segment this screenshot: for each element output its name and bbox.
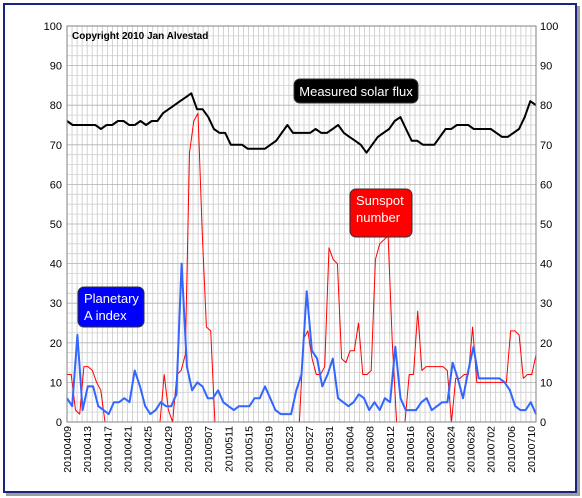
- x-tick-label: 20100604: [344, 426, 356, 473]
- y-tick-label-right: 60: [540, 179, 552, 191]
- planetary-a-index-label: Planetary A index: [84, 291, 139, 323]
- x-tick-label: 20100624: [445, 426, 457, 473]
- y-tick-label-left: 40: [50, 259, 62, 271]
- y-tick-label-left: 60: [50, 179, 62, 191]
- y-tick-label-left: 50: [50, 219, 62, 231]
- axes: 0 0 10 10 20 20 30 30 40 40 50 50 60 60 70 70 80 80 90 90 10…: [44, 21, 559, 473]
- x-tick-label: 20100409: [62, 426, 74, 473]
- x-tick-label: 20100413: [82, 426, 94, 473]
- x-tick-label: 20100511: [223, 426, 235, 472]
- x-tick-label: 20100616: [405, 426, 417, 473]
- chart-frame: [3, 3, 577, 493]
- y-tick-label-left: 0: [56, 417, 62, 429]
- y-tick-label-right: 10: [540, 377, 552, 389]
- x-tick-label: 20100608: [365, 426, 377, 473]
- y-tick-label-right: 20: [540, 338, 552, 350]
- x-tick-label: 20100507: [203, 426, 215, 473]
- y-tick-label-left: 80: [50, 100, 62, 112]
- x-tick-label: 20100421: [123, 426, 135, 473]
- y-tick-label-left: 10: [50, 377, 62, 389]
- annotations: Measured solar flux Sunspot number Planetar…: [77, 78, 419, 328]
- sunspot-number-label-box: [349, 188, 413, 238]
- measured-solar-flux-line: [66, 92, 537, 154]
- y-tick-label-right: 90: [540, 61, 552, 73]
- x-tick-label: 20100612: [385, 426, 397, 473]
- y-tick-label-left: 90: [50, 61, 62, 73]
- y-tick-label-right: 40: [540, 259, 552, 271]
- x-tick-label: 20100503: [183, 426, 195, 473]
- measured-solar-flux-label-box: [293, 78, 419, 104]
- planetary-a-index-line: [66, 262, 537, 416]
- planetary-a-index-label-box: [77, 286, 145, 328]
- y-tick-label-left: 20: [50, 338, 62, 350]
- y-tick-label-right: 100: [540, 21, 558, 33]
- x-tick-label: 20100706: [506, 426, 518, 473]
- y-tick-label-right: 30: [540, 298, 552, 310]
- sunspot-number-label: Sunspot number: [356, 193, 404, 225]
- x-tick-label: 20100710: [526, 426, 538, 473]
- x-tick-label: 20100429: [163, 426, 175, 473]
- x-tick-label: 20100620: [425, 426, 437, 473]
- x-tick-label: 20100519: [264, 426, 276, 473]
- y-tick-label-right: 70: [540, 140, 552, 152]
- x-tick-label: 20100425: [143, 426, 155, 473]
- y-tick-label-left: 70: [50, 140, 62, 152]
- y-tick-label-right: 50: [540, 219, 552, 231]
- y-tick-label-left: 100: [44, 21, 62, 33]
- y-tick-label-left: 30: [50, 298, 62, 310]
- x-tick-label: 20100515: [244, 426, 256, 473]
- x-tick-label: 20100523: [284, 426, 296, 473]
- x-tick-label: 20100417: [102, 426, 114, 473]
- x-tick-label: 20100628: [465, 426, 477, 473]
- measured-solar-flux-label: Measured solar flux: [299, 84, 413, 99]
- y-tick-label-right: 0: [540, 417, 546, 429]
- copyright-text: Copyright 2010 Jan Alvestad: [72, 31, 208, 42]
- y-tick-label-right: 80: [540, 100, 552, 112]
- x-tick-label: 20100527: [304, 426, 316, 473]
- plot-border: [66, 25, 537, 423]
- x-tick-label: 20100531: [324, 426, 336, 473]
- x-tick-label: 20100702: [486, 426, 498, 473]
